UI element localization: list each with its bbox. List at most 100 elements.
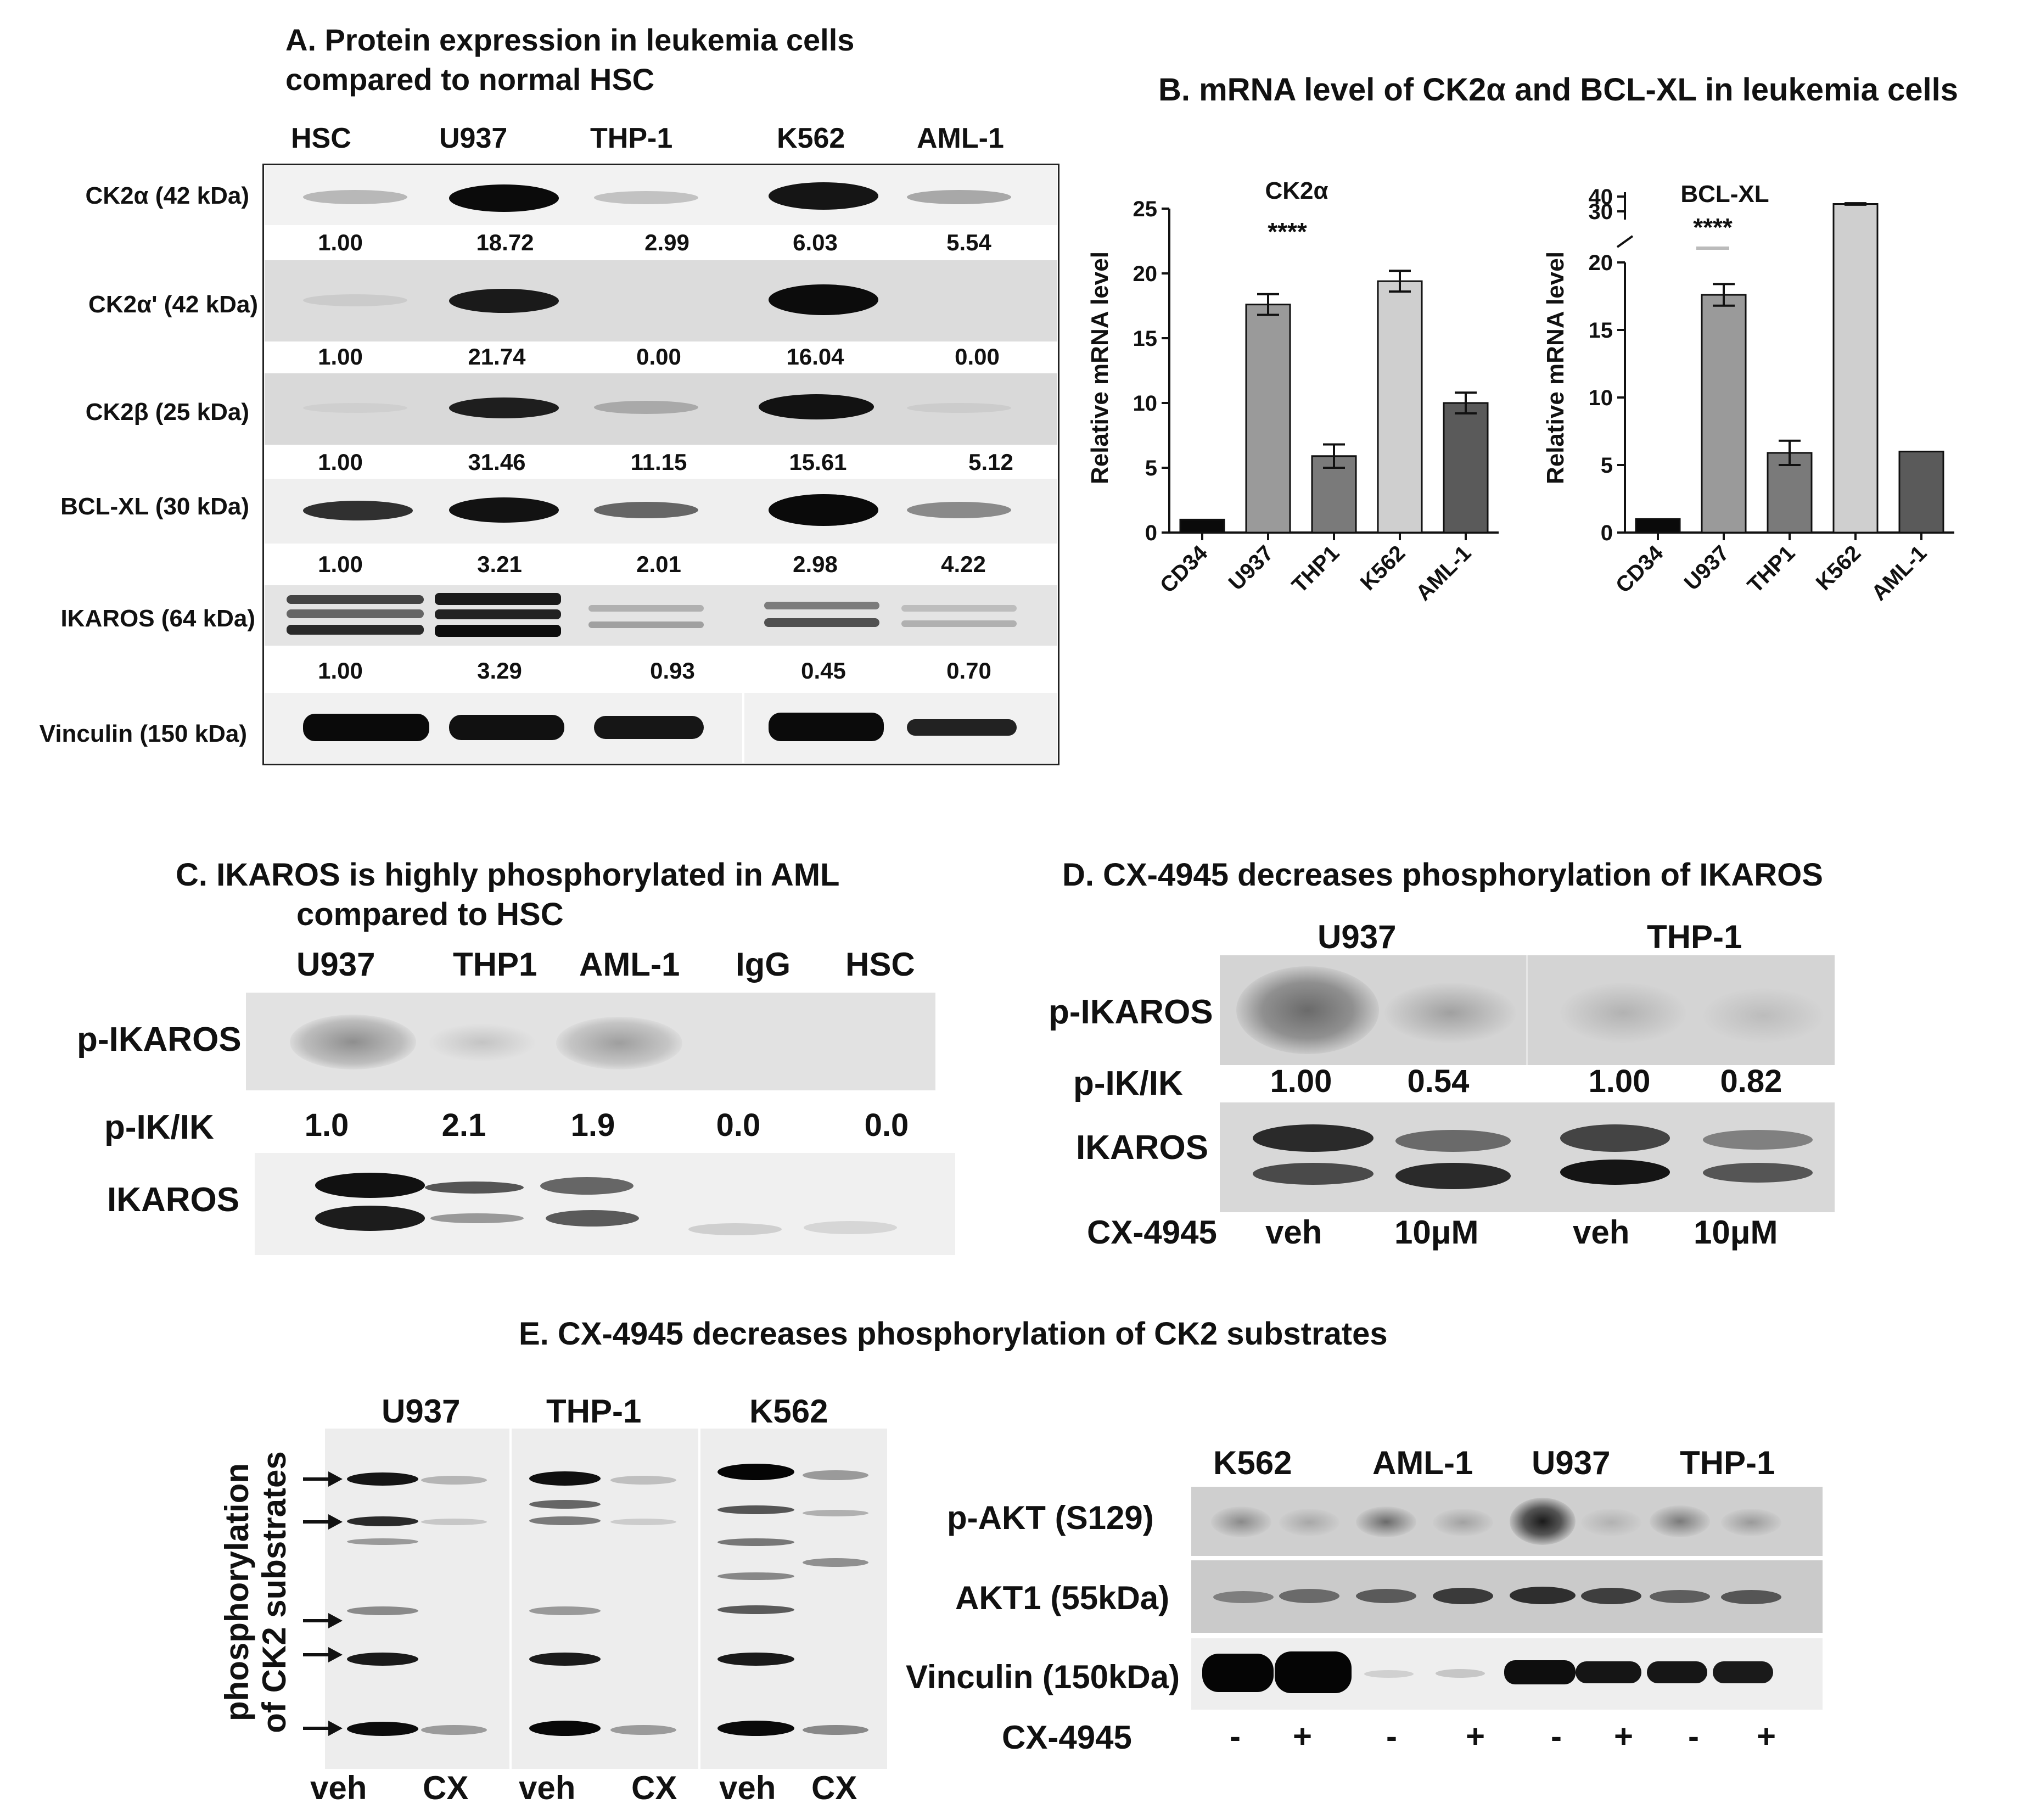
bar [1898, 450, 1944, 534]
quant-value: 3.29 [477, 658, 522, 684]
bar [1443, 402, 1489, 534]
treatment-veh: veh [1573, 1214, 1630, 1251]
chart-title: BCL-XL [1680, 181, 1769, 208]
substrate-arrows [303, 1471, 343, 1736]
lane-label-u937: U937 [439, 122, 508, 154]
chart-bclxl-ylabel: Relative mRNA level [1542, 251, 1569, 484]
panel-a-blot-frame [262, 164, 1059, 765]
y-tick-label: 40 [1589, 185, 1613, 209]
panel-e-title: E. CX-4945 decreases phosphorylation of … [519, 1316, 1388, 1352]
lane-label-aml1: AML-1 [579, 946, 680, 983]
quant-value: 1.00 [318, 229, 363, 255]
y-tick-label: 15 [1133, 327, 1158, 351]
blot-p-ikaros-d [1220, 955, 1835, 1065]
quant-value: 6.03 [793, 229, 838, 255]
quant-value: 3.21 [477, 551, 522, 577]
group-label-thp1: THP-1 [546, 1393, 642, 1430]
blot-ikaros-c [255, 1153, 955, 1255]
treatment-label: CX-4945 [1002, 1719, 1132, 1756]
group-label-thp1: THP-1 [1680, 1444, 1775, 1481]
row-label-ck2a: CK2α (42 kDa) [85, 182, 249, 209]
lane-cx: CX [423, 1769, 469, 1806]
x-tick-label: AML-1 [1867, 541, 1932, 606]
y-tick-label: 5 [1145, 456, 1157, 480]
row-label-akt1: AKT1 (55kDa) [955, 1580, 1170, 1616]
arrow-icon [303, 1514, 343, 1530]
group-label-k562: K562 [749, 1393, 828, 1430]
ratio-label: p-IK/IK [1073, 1065, 1183, 1102]
x-tick-label: U937 [1680, 541, 1734, 595]
ratio-value: 0.0 [716, 1107, 761, 1143]
ratio-label: p-IK/IK [104, 1108, 214, 1146]
panel-a-title-line1: A. Protein expression in leukemia cells [285, 23, 855, 57]
lane-label-u937: U937 [296, 946, 375, 983]
lane-veh: veh [310, 1769, 367, 1806]
quant-value: 0.00 [955, 344, 1000, 369]
lane-cx: CX [631, 1769, 677, 1806]
blot-ck2a [265, 166, 1057, 225]
bar [1832, 203, 1879, 534]
quant-value: 21.74 [468, 344, 526, 369]
sign: + [1757, 1718, 1776, 1755]
lane-label-hsc: HSC [291, 122, 351, 154]
sign: + [1466, 1718, 1485, 1755]
bar [1377, 280, 1423, 534]
axis-break-mark [1616, 235, 1634, 248]
ratio-value: 0.54 [1407, 1063, 1470, 1099]
panel-d-title: D. CX-4945 decreases phosphorylation of … [1062, 857, 1823, 893]
blot-vinculin [265, 693, 1057, 763]
chart-ck2a: Relative mRNA level CK2α **** 0 5 10 15 20 25… [1086, 177, 1499, 606]
y-tick-label: 15 [1589, 318, 1613, 343]
row-label-ikaros: IKAROS [107, 1181, 240, 1219]
ratio-value: 1.9 [570, 1107, 615, 1143]
lane-veh: veh [719, 1769, 776, 1806]
quant-value: 1.00 [318, 449, 363, 475]
lane-label-k562: K562 [777, 122, 845, 154]
lane-label-igg: IgG [736, 946, 791, 983]
quant-value: 31.46 [468, 449, 526, 475]
y-tick-label: 20 [1589, 251, 1613, 275]
panel-c-title-line1: C. IKAROS is highly phosphorylated in AM… [176, 857, 840, 893]
treatment-veh: veh [1265, 1214, 1322, 1251]
x-tick-label: AML-1 [1411, 541, 1476, 606]
sign: - [1688, 1718, 1699, 1755]
y-tick-label: 5 [1601, 453, 1613, 478]
sign: + [1614, 1718, 1634, 1755]
sign: - [1386, 1718, 1397, 1755]
quant-value: 16.04 [786, 344, 844, 369]
lane-label-hsc: HSC [845, 946, 915, 983]
blot-akt1 [1191, 1560, 1823, 1633]
lane-label-thp1: THP1 [453, 946, 537, 983]
quant-value: 0.00 [636, 344, 681, 369]
blot-ck2-substrates [325, 1429, 887, 1769]
blot-vinculin-e [1191, 1638, 1823, 1710]
arrow-icon [303, 1613, 343, 1628]
y-axis-label: Relative mRNA level [1542, 251, 1569, 484]
chart-ck2a-ylabel: Relative mRNA level [1086, 251, 1113, 484]
y-tick-label: 20 [1133, 262, 1158, 286]
quant-value: 0.45 [801, 658, 846, 684]
quant-value: 1.00 [318, 344, 363, 369]
sign: - [1230, 1718, 1241, 1755]
sign: + [1293, 1718, 1313, 1755]
y-tick-label: 10 [1589, 386, 1613, 410]
quant-value: 2.01 [636, 551, 681, 577]
blot-p-akt [1191, 1487, 1823, 1556]
row-label-vinculin: Vinculin (150kDa) [906, 1659, 1180, 1695]
arrow-icon [303, 1647, 343, 1662]
x-tick-label: THP1 [1287, 541, 1344, 597]
blot-ikaros [265, 585, 1057, 646]
chart-title: CK2α [1265, 177, 1328, 204]
row-label-ikaros: IKAROS [1076, 1129, 1209, 1167]
y-axis-label-line1: phosphorylation [218, 1463, 255, 1721]
y-tick-label: 30 [1589, 200, 1613, 224]
group-label-thp1: THP-1 [1647, 919, 1742, 955]
group-label-aml1: AML-1 [1372, 1444, 1473, 1481]
quant-value: 5.12 [968, 449, 1013, 475]
y-tick-label: 0 [1145, 521, 1157, 545]
blot-ikaros-d [1220, 1102, 1835, 1212]
treatment-dose: 10μM [1694, 1214, 1778, 1251]
row-label-ck2b: CK2β (25 kDa) [85, 399, 249, 425]
significance-stars: **** [1268, 217, 1307, 246]
ratio-value: 2.1 [441, 1107, 486, 1143]
